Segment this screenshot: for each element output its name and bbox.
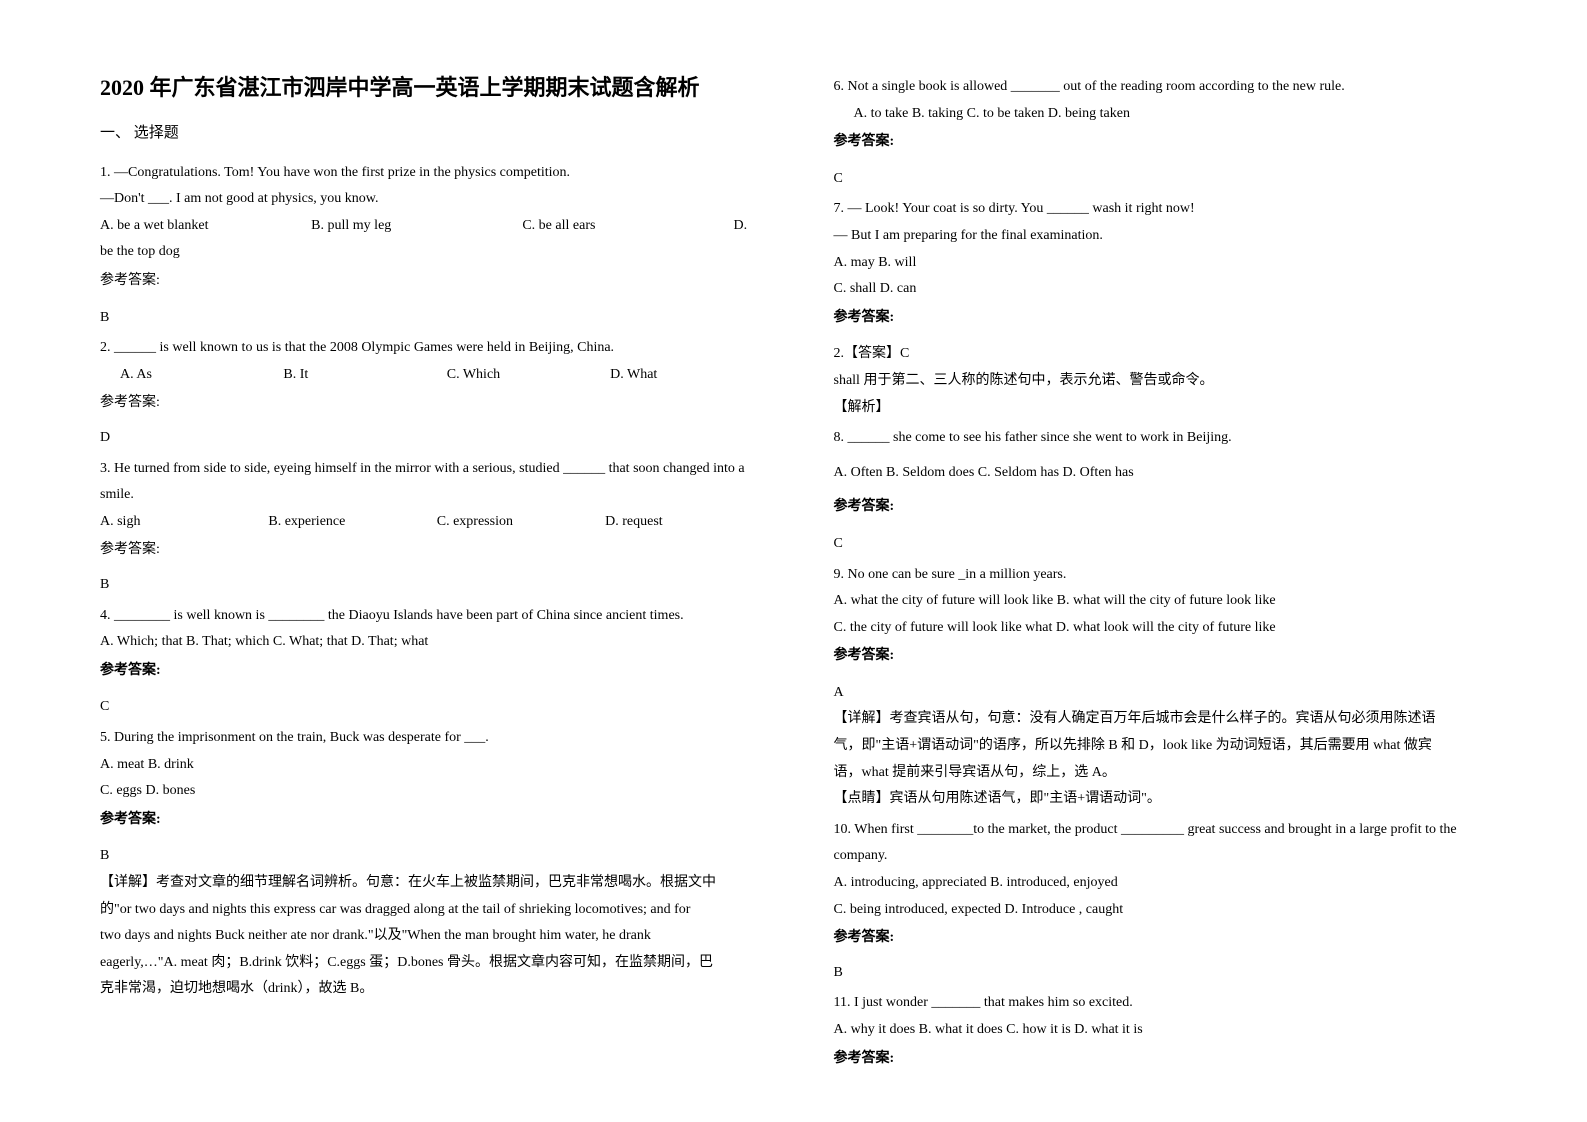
q7-line1: 7. — Look! Your coat is so dirty. You __… [834,196,1508,223]
q2-ans-label: 参考答案: [100,390,774,417]
q2-options: A. As B. It C. Which D. What [100,362,774,389]
q8-answer: C [834,531,1508,558]
q5-optsCD: C. eggs D. bones [100,778,774,805]
q7-exp1: shall 用于第二、三人称的陈述句中，表示允诺、警告或命令。 [834,368,1508,395]
q11-options: A. why it does B. what it does C. how it… [834,1017,1508,1044]
q1-optA: A. be a wet blanket [100,213,311,240]
q9-line2: C. the city of future will look like wha… [834,615,1508,642]
q3-options: A. sigh B. experience C. expression D. r… [100,509,774,536]
q6-options: A. to take B. taking C. to be taken D. b… [834,101,1508,128]
q1-line3: be the top dog [100,239,774,266]
q9-exp2: 气，即"主语+谓语动词"的语序，所以先排除 B 和 D，look like 为动… [834,733,1508,760]
q1-options: A. be a wet blanket B. pull my leg C. be… [100,213,774,240]
q9-stem: 9. No one can be sure _in a million year… [834,562,1508,589]
q5-exp2: 的"or two days and nights this express ca… [100,897,774,924]
q3-optC: C. expression [437,509,605,536]
q7-optsCD: C. shall D. can [834,276,1508,303]
q3-optB: B. experience [268,509,436,536]
q3-optA: A. sigh [100,509,268,536]
q1-ans-label: 参考答案: [100,268,774,295]
q5-answer: B [100,843,774,870]
q6-ans-label: 参考答案: [834,129,1508,156]
q7-line2: — But I am preparing for the final exami… [834,223,1508,250]
q5-exp1: 【详解】考查对文章的细节理解名词辨析。句意：在火车上被监禁期间，巴克非常想喝水。… [100,870,774,897]
question-10: 10. When first ________to the market, th… [834,817,1508,987]
doc-title: 2020 年广东省湛江市泗岸中学高一英语上学期期末试题含解析 [100,70,774,105]
q10-line1: A. introducing, appreciated B. introduce… [834,870,1508,897]
q9-exp3: 语，what 提前来引导宾语从句，综上，选 A。 [834,760,1508,787]
question-9: 9. No one can be sure _in a million year… [834,562,1508,813]
page-container: 2020 年广东省湛江市泗岸中学高一英语上学期期末试题含解析 一、 选择题 1.… [0,0,1587,1112]
question-5: 5. During the imprisonment on the train,… [100,725,774,1003]
q9-exp1: 【详解】考查宾语从句，句意：没有人确定百万年后城市会是什么样子的。宾语从句必须用… [834,706,1508,733]
q11-stem: 11. I just wonder _______ that makes him… [834,990,1508,1017]
q2-stem: 2. ______ is well known to us is that th… [100,335,774,362]
q11-ans-label: 参考答案: [834,1046,1508,1073]
q4-ans-label: 参考答案: [100,658,774,685]
q9-line1: A. what the city of future will look lik… [834,588,1508,615]
q2-answer: D [100,425,774,452]
question-4: 4. ________ is well known is ________ th… [100,603,774,721]
q5-exp5: 克非常渴，迫切地想喝水（drink），故选 B。 [100,976,774,1003]
q3-stem: 3. He turned from side to side, eyeing h… [100,456,774,509]
q7-optsAB: A. may B. will [834,250,1508,277]
q6-stem: 6. Not a single book is allowed _______ … [834,74,1508,101]
q8-options: A. Often B. Seldom does C. Seldom has D.… [834,460,1508,487]
question-2: 2. ______ is well known to us is that th… [100,335,774,451]
q5-exp4: eagerly,…"A. meat 肉；B.drink 饮料；C.eggs 蛋；… [100,950,774,977]
q1-optB: B. pull my leg [311,213,522,240]
q3-ans-label: 参考答案: [100,537,774,564]
right-column: 6. Not a single book is allowed _______ … [834,70,1508,1072]
question-11: 11. I just wonder _______ that makes him… [834,990,1508,1072]
q9-ans-label: 参考答案: [834,643,1508,670]
q1-line2: —Don't ___. I am not good at physics, yo… [100,186,774,213]
left-column: 2020 年广东省湛江市泗岸中学高一英语上学期期末试题含解析 一、 选择题 1.… [100,70,774,1072]
q10-answer: B [834,960,1508,987]
q2-optD: D. What [610,362,773,389]
q4-answer: C [100,694,774,721]
q5-ans-label: 参考答案: [100,807,774,834]
q9-exp4: 【点睛】宾语从句用陈述语气，即"主语+谓语动词"。 [834,786,1508,813]
question-8: 8. ______ she come to see his father sin… [834,425,1508,557]
section-heading: 一、 选择题 [100,119,774,148]
q1-line1: 1. —Congratulations. Tom! You have won t… [100,160,774,187]
q3-optD: D. request [605,509,773,536]
q7-ans-label: 参考答案: [834,305,1508,332]
q2-optB: B. It [283,362,446,389]
question-1: 1. —Congratulations. Tom! You have won t… [100,160,774,332]
q6-answer: C [834,166,1508,193]
question-3: 3. He turned from side to side, eyeing h… [100,456,774,599]
q8-ans-label: 参考答案: [834,494,1508,521]
q5-optsAB: A. meat B. drink [100,752,774,779]
question-6: 6. Not a single book is allowed _______ … [834,74,1508,192]
q8-stem: 8. ______ she come to see his father sin… [834,425,1508,452]
q10-line2: C. being introduced, expected D. Introdu… [834,897,1508,924]
q5-stem: 5. During the imprisonment on the train,… [100,725,774,752]
q2-optA: A. As [120,362,283,389]
q10-ans-label: 参考答案: [834,925,1508,952]
q4-options: A. Which; that B. That; which C. What; t… [100,629,774,656]
q10-stem: 10. When first ________to the market, th… [834,817,1508,870]
q7-answer: 2.【答案】C [834,341,1508,368]
q9-answer: A [834,680,1508,707]
q3-answer: B [100,572,774,599]
q4-stem: 4. ________ is well known is ________ th… [100,603,774,630]
q1-optC: C. be all ears [522,213,733,240]
question-7: 7. — Look! Your coat is so dirty. You __… [834,196,1508,421]
q7-exp2: 【解析】 [834,395,1508,422]
q1-answer: B [100,305,774,332]
q2-optC: C. Which [447,362,610,389]
q1-optD: D. [734,213,774,240]
q5-exp3: two days and nights Buck neither ate nor… [100,923,774,950]
